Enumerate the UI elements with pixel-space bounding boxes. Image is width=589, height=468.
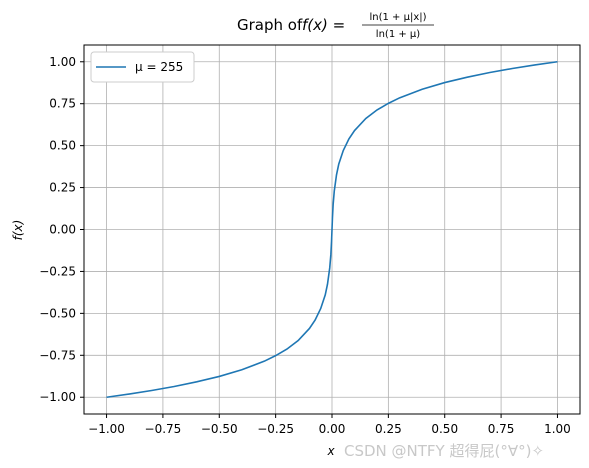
watermark: CSDN @NTFY 超得屁(°∀°)✧ xyxy=(344,442,544,460)
y-axis-ticks: −1.00 −0.75 −0.50 −0.25 0.00 0.25 0.50 0.75 1.00 xyxy=(39,55,84,404)
y-tick-label: 1.00 xyxy=(49,55,76,69)
y-tick-label: 0.75 xyxy=(49,97,76,111)
chart-title-prefix: Graph of xyxy=(237,16,303,34)
chart-title-fx: f(x) = xyxy=(302,16,345,34)
chart-title-numerator: ln(1 + μ|x|) xyxy=(369,12,426,23)
y-tick-label: 0.00 xyxy=(49,223,76,237)
x-axis-label: x xyxy=(326,444,335,458)
x-tick-label: 0.25 xyxy=(375,422,402,436)
x-tick-label: 0.50 xyxy=(431,422,458,436)
y-tick-label: 0.50 xyxy=(49,139,76,153)
x-tick-label: 0.00 xyxy=(319,422,346,436)
legend-label: μ = 255 xyxy=(135,60,183,74)
y-tick-label: −0.50 xyxy=(39,306,76,320)
x-tick-label: −1.00 xyxy=(88,422,125,436)
x-tick-label: −0.50 xyxy=(201,422,238,436)
chart-title-denominator: ln(1 + μ) xyxy=(376,29,420,40)
y-axis-label: f(x) xyxy=(11,220,25,241)
y-tick-label: −0.75 xyxy=(39,348,76,362)
y-tick-label: 0.25 xyxy=(49,181,76,195)
chart-title: Graph of f(x) = ln(1 + μ|x|) ln(1 + μ) xyxy=(237,12,434,40)
x-axis-ticks: −1.00 −0.75 −0.50 −0.25 0.00 0.25 0.50 0.75 1.00 xyxy=(88,414,571,436)
y-tick-label: −0.25 xyxy=(39,264,76,278)
series-line-mu-255 xyxy=(106,60,558,399)
x-tick-label: −0.75 xyxy=(145,422,182,436)
legend-box xyxy=(90,51,195,83)
x-tick-label: 0.75 xyxy=(488,422,515,436)
x-tick-label: −0.25 xyxy=(257,422,294,436)
x-tick-label: 1.00 xyxy=(544,422,571,436)
legend: μ = 255 xyxy=(90,51,195,83)
y-tick-label: −1.00 xyxy=(39,390,76,404)
